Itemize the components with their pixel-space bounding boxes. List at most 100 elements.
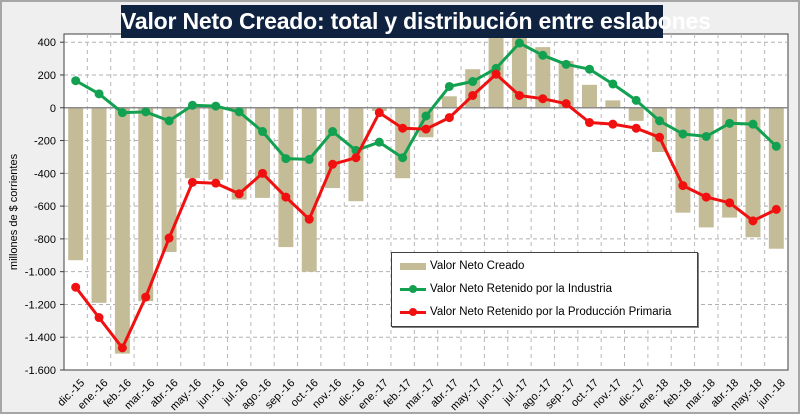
point-produccion-primaria	[538, 94, 548, 104]
bar-valor-neto-creado	[535, 47, 551, 108]
legend-label: Valor Neto Creado	[430, 260, 525, 272]
point-produccion-primaria	[304, 214, 314, 224]
legend: Valor Neto Creado Valor Neto Retenido po…	[391, 252, 698, 327]
point-industria	[421, 111, 431, 121]
y-tick-label: -1.200	[25, 299, 56, 311]
y-axis-label: millones de $ corrientes	[8, 153, 20, 270]
point-industria	[234, 107, 244, 117]
point-industria	[748, 119, 758, 129]
bar-valor-neto-creado	[441, 96, 457, 108]
point-produccion-primaria	[374, 108, 384, 118]
chart-title: Valor Neto Creado: total y distribución …	[121, 5, 711, 38]
point-industria	[608, 79, 618, 89]
point-produccion-primaria	[71, 282, 81, 292]
point-produccion-primaria	[584, 118, 594, 128]
bar-valor-neto-creado	[582, 84, 597, 108]
legend-label: Valor Neto Retenido por la Producción Pr…	[430, 306, 672, 318]
point-industria	[328, 127, 338, 137]
point-produccion-primaria	[725, 198, 735, 208]
legend-line-swatch-green	[400, 284, 426, 294]
point-industria	[468, 77, 478, 87]
bar-valor-neto-creado	[722, 107, 738, 218]
y-axis-ticks: 400 200 0 -200 -400 -600 -800 -1.000 -1.200 -1.40…	[25, 37, 64, 377]
point-produccion-primaria	[211, 178, 221, 188]
legend-line-swatch-red	[400, 307, 426, 317]
point-industria	[258, 127, 268, 137]
bar-valor-neto-creado	[511, 29, 527, 108]
y-tick-label: -600	[34, 201, 56, 213]
legend-label: Valor Neto Retenido por la Industria	[430, 283, 612, 295]
point-produccion-primaria	[398, 123, 408, 133]
y-tick-label: 400	[38, 37, 56, 49]
point-industria	[678, 129, 688, 139]
y-tick-label: -1.600	[25, 365, 56, 377]
point-produccion-primaria	[655, 132, 665, 142]
point-industria	[281, 154, 291, 164]
bar-valor-neto-creado	[768, 107, 784, 249]
y-tick-label: -1.400	[25, 332, 56, 344]
point-industria	[141, 107, 151, 117]
bar-valor-neto-creado	[698, 107, 714, 228]
point-produccion-primaria	[514, 90, 524, 100]
point-industria	[701, 131, 711, 141]
bar-valor-neto-creado	[628, 107, 644, 121]
point-produccion-primaria	[491, 69, 501, 79]
point-produccion-primaria	[328, 159, 338, 169]
point-industria	[374, 137, 384, 147]
bar-valor-neto-creado	[161, 107, 177, 252]
point-produccion-primaria	[117, 343, 127, 353]
y-tick-label: -200	[34, 136, 56, 148]
point-industria	[164, 116, 174, 126]
point-industria	[514, 38, 524, 48]
point-produccion-primaria	[141, 292, 151, 302]
bar-valor-neto-creado	[68, 107, 84, 261]
point-produccion-primaria	[608, 119, 618, 129]
legend-item-industria: Valor Neto Retenido por la Industria	[400, 280, 612, 298]
legend-item-valor-neto-creado: Valor Neto Creado	[400, 257, 524, 275]
point-produccion-primaria	[771, 204, 781, 214]
legend-item-produccion-primaria: Valor Neto Retenido por la Producción Pr…	[400, 303, 671, 321]
point-industria	[561, 59, 571, 69]
bar-valor-neto-creado	[395, 107, 411, 179]
bar-valor-neto-creado	[325, 107, 341, 189]
point-industria	[304, 154, 314, 164]
point-produccion-primaria	[561, 99, 571, 109]
point-produccion-primaria	[701, 192, 711, 202]
bar-valor-neto-creado	[208, 107, 224, 180]
point-industria	[538, 50, 548, 60]
point-produccion-primaria	[187, 177, 197, 187]
point-industria	[631, 95, 641, 105]
point-produccion-primaria	[444, 113, 454, 123]
point-industria	[398, 153, 408, 163]
point-industria	[94, 89, 104, 99]
point-produccion-primaria	[351, 153, 361, 163]
point-industria	[725, 118, 735, 128]
bar-valor-neto-creado	[605, 100, 621, 108]
bar-valor-neto-creado	[184, 107, 200, 179]
point-produccion-primaria	[631, 123, 641, 133]
bar-valor-neto-creado	[745, 107, 761, 238]
bar-valor-neto-creado	[301, 107, 317, 272]
point-industria	[211, 101, 221, 111]
point-produccion-primaria	[94, 313, 104, 323]
bar-valor-neto-creado	[114, 107, 130, 354]
x-axis-ticks: dic.-15ene.-16feb.-16mar.-16abr.-16may.-…	[55, 377, 787, 413]
bar-valor-neto-creado	[558, 61, 574, 108]
point-industria	[187, 100, 197, 110]
y-tick-label: -1.000	[25, 267, 56, 279]
y-tick-label: -400	[34, 168, 56, 180]
bar-valor-neto-creado	[675, 107, 691, 213]
point-produccion-primaria	[234, 189, 244, 199]
point-industria	[584, 64, 594, 74]
bar-valor-neto-creado	[255, 107, 270, 198]
bar-valor-neto-creado	[138, 107, 154, 302]
point-produccion-primaria	[164, 233, 174, 243]
y-tick-label: 0	[50, 103, 56, 115]
point-produccion-primaria	[281, 192, 291, 202]
point-produccion-primaria	[258, 168, 268, 178]
line-series	[71, 38, 781, 353]
legend-bar-swatch	[400, 262, 426, 270]
y-tick-label: -800	[34, 234, 56, 246]
point-produccion-primaria	[678, 181, 688, 191]
